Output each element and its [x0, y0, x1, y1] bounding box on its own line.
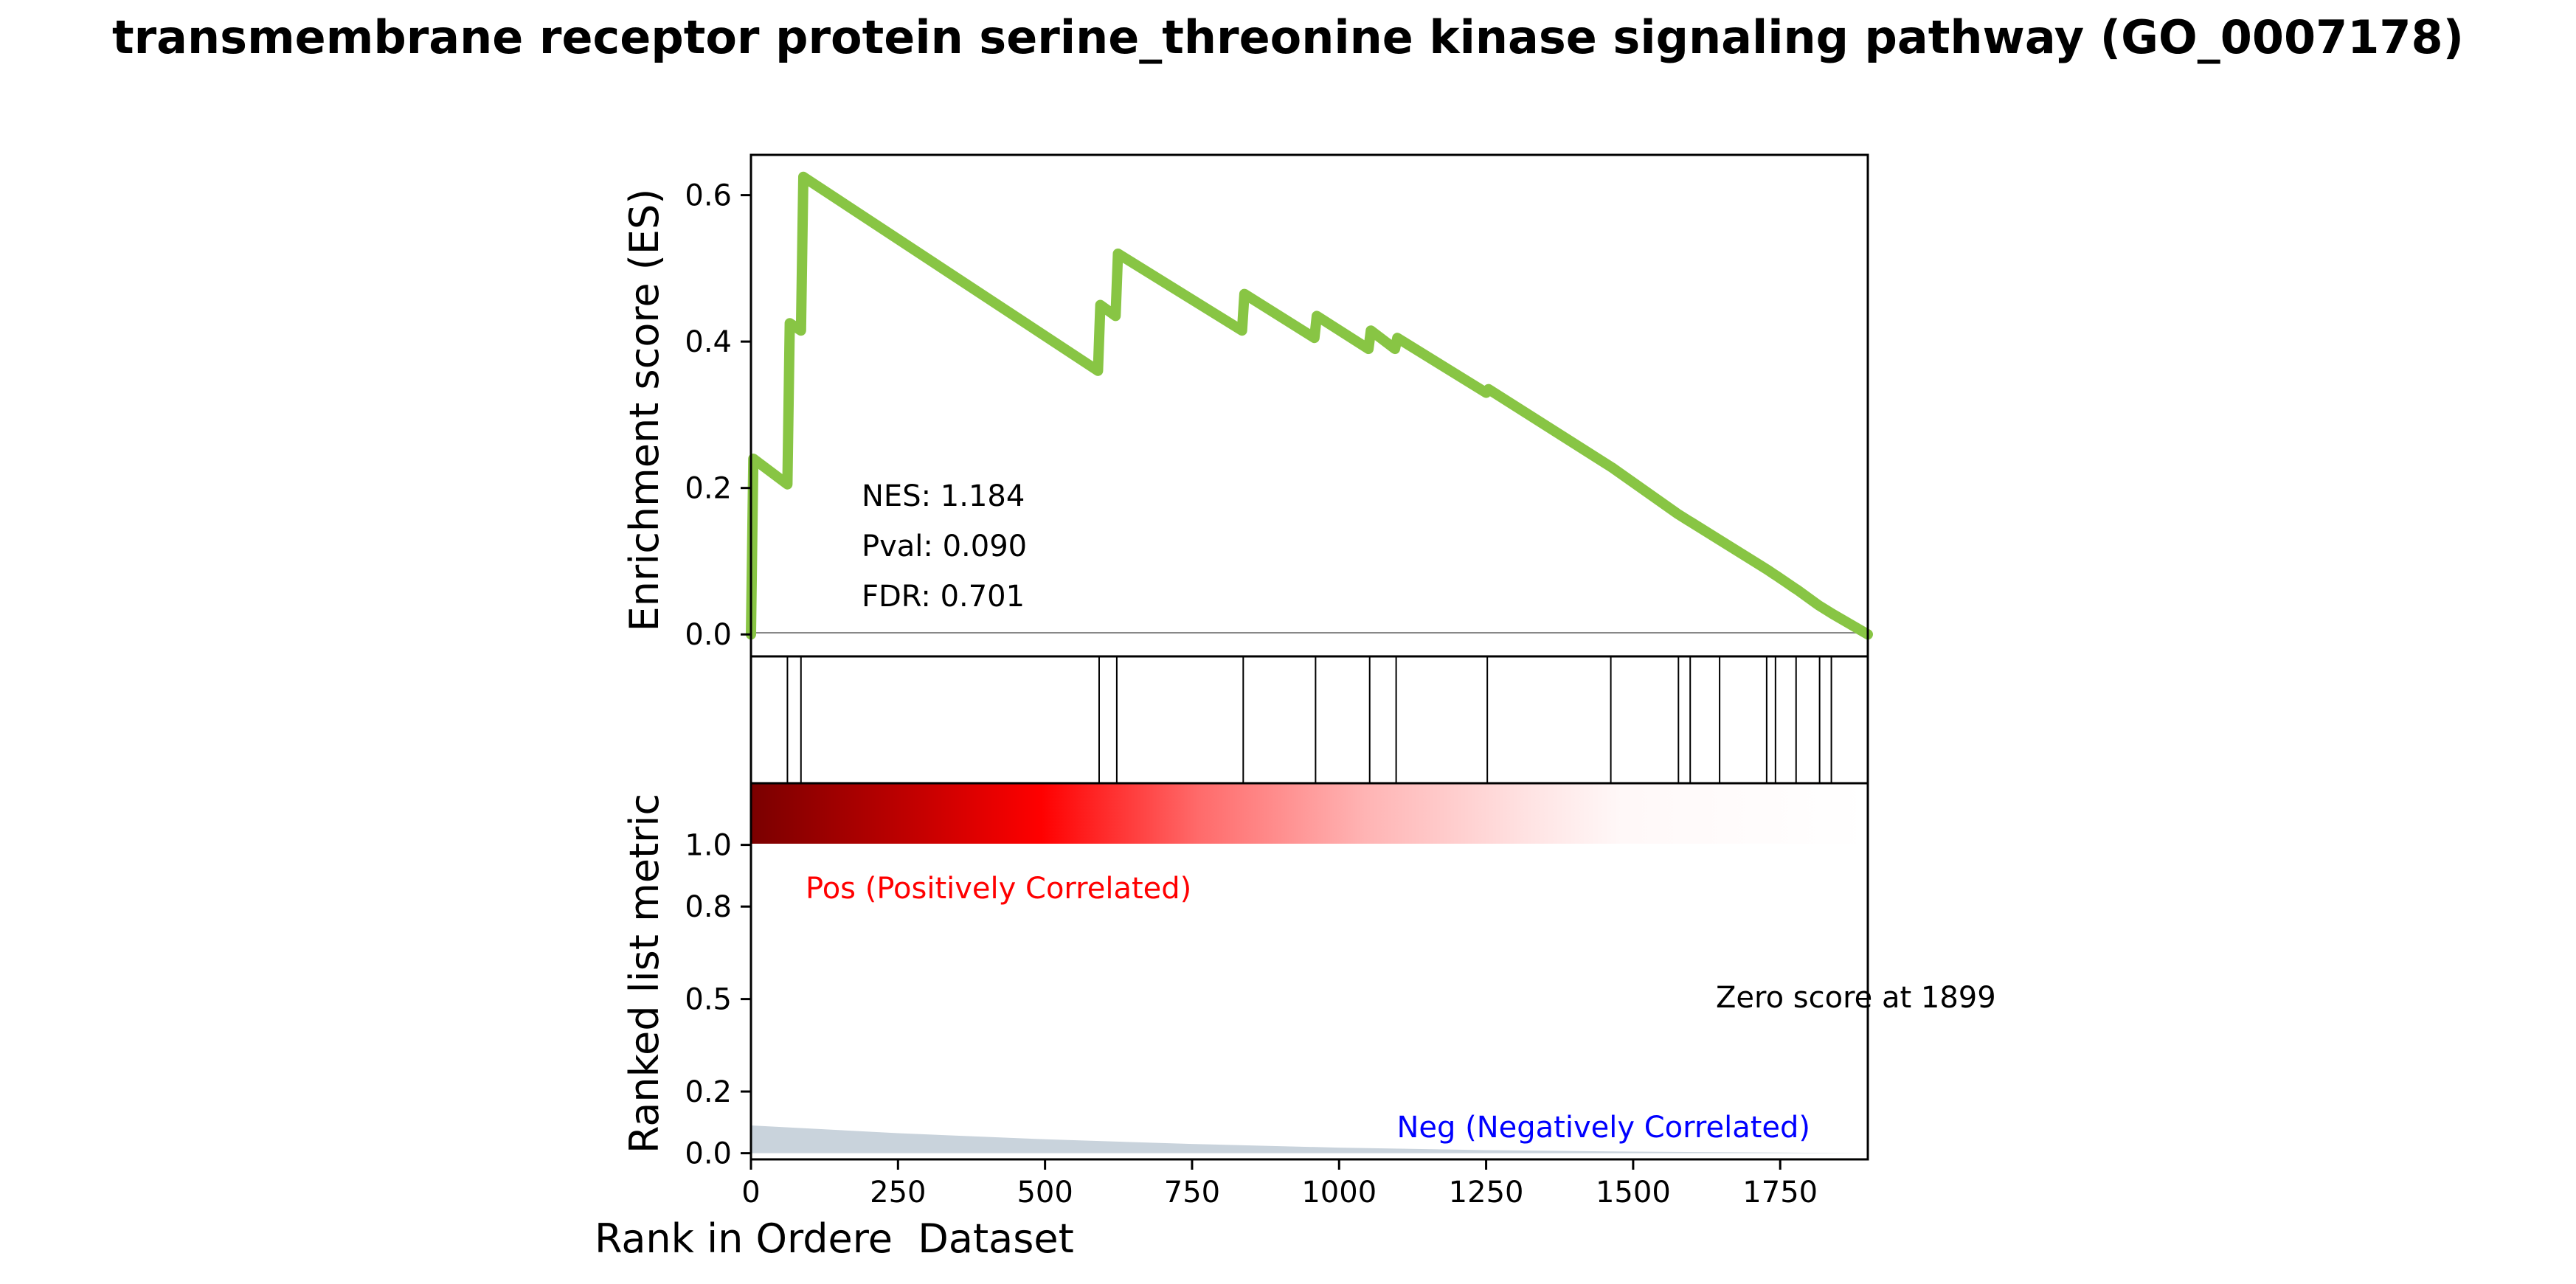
ranked-ytick-label: 1.0 [685, 829, 732, 863]
es-ytick-label: 0.2 [685, 472, 732, 506]
pval-annotation: Pval: 0.090 [862, 530, 1027, 563]
ranked-ytick-label: 0.5 [685, 983, 732, 1017]
es-ytick-label: 0.0 [685, 618, 732, 652]
ranked-ytick-label: 0.8 [685, 890, 732, 924]
es-panel: 0.0 0.2 0.4 0.6 Enrichment score (ES) NES: … [621, 153, 1873, 658]
ranked-ytick-label: 0.2 [685, 1075, 732, 1109]
ranked-metric-area [751, 1125, 1868, 1153]
xtick-label: 1250 [1449, 1176, 1524, 1210]
neg-label: Neg (Negatively Correlated) [1397, 1111, 1811, 1145]
es-line [746, 171, 1873, 640]
ranked-panel: 0.0 0.2 0.5 0.8 1.0 0 250 500 750 1000 1250 1500 17… [595, 782, 1996, 1262]
es-ytick-label: 0.6 [685, 179, 732, 213]
hits-panel [749, 655, 1869, 785]
es-ytick-label: 0.4 [685, 325, 732, 359]
xtick-label: 1500 [1596, 1176, 1671, 1210]
es-ylabel: Enrichment score (ES) [621, 189, 668, 632]
fdr-annotation: FDR: 0.701 [862, 580, 1025, 614]
xtick-label: 0 [741, 1176, 760, 1210]
xtick-label: 500 [1017, 1176, 1073, 1210]
nes-annotation: NES: 1.184 [862, 479, 1025, 513]
hits-frame [749, 655, 1869, 785]
xtick-label: 250 [870, 1176, 926, 1210]
pos-label: Pos (Positively Correlated) [806, 872, 1191, 906]
zero-score-label: Zero score at 1899 [1716, 981, 1996, 1015]
ranked-frame [749, 782, 1869, 1161]
xtick-label: 750 [1164, 1176, 1220, 1210]
ranked-ylabel: Ranked list metric [621, 794, 668, 1153]
chart-title: transmembrane receptor protein serine_th… [112, 10, 2464, 64]
x-axis-label: Rank in Ordere Dataset [595, 1215, 1074, 1262]
xtick-label: 1750 [1742, 1176, 1818, 1210]
rank-color-bar [751, 783, 1868, 844]
xtick-label: 1000 [1301, 1176, 1377, 1210]
ranked-ytick-label: 0.0 [685, 1137, 732, 1171]
